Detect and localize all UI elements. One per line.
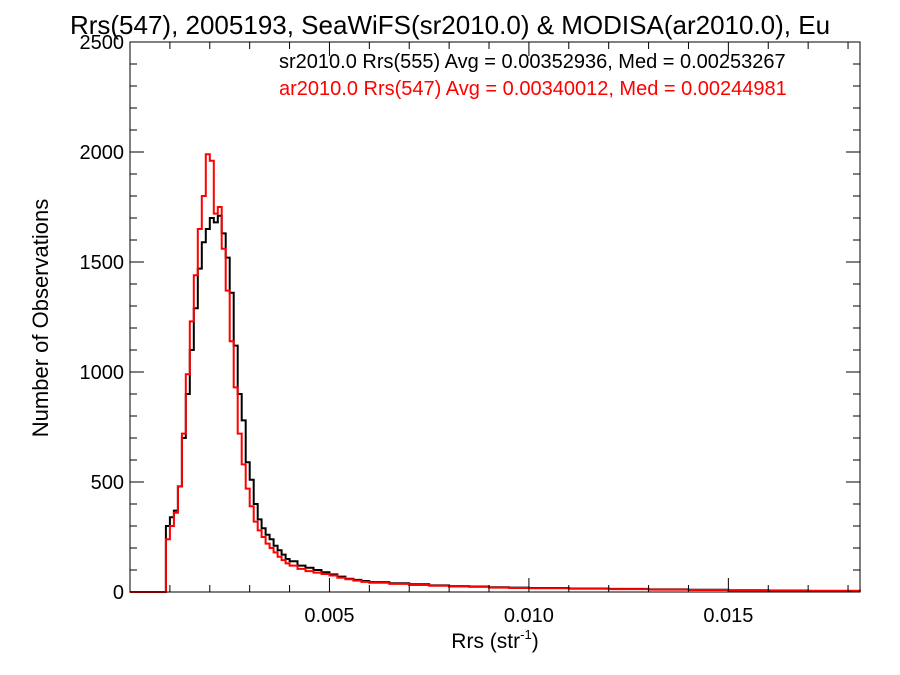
chart-marks (130, 153, 861, 593)
y-tick-label: 500 (91, 472, 124, 494)
y-tick-label: 2500 (80, 32, 125, 54)
x-tick-label: 0.010 (504, 605, 554, 627)
y-axis-label: Number of Observations (28, 199, 53, 437)
x-axis-label-main: Rrs (str (451, 630, 520, 653)
axis-ticks (130, 41, 860, 593)
x-axis-label-superscript: -1 (520, 627, 532, 642)
axis-tick-labels: 0.005 0.010 0.015 0 500 1000 1500 2000 2500 (80, 32, 754, 627)
plot-frame (129, 41, 861, 593)
series-red-histogram (130, 153, 861, 593)
x-axis-label-close: ) (532, 630, 539, 653)
x-axis-label: Rrs (str-1) (451, 627, 538, 653)
chart-title: Rrs(547), 2005193, SeaWiFS(sr2010.0) & M… (70, 10, 830, 40)
y-tick-label: 2000 (80, 142, 125, 164)
annotation-red-stats: ar2010.0 Rrs(547) Avg = 0.00340012, Med … (279, 78, 787, 100)
annotation-black-stats: sr2010.0 Rrs(555) Avg = 0.00352936, Med … (279, 51, 786, 73)
x-tick-label: 0.005 (304, 605, 354, 627)
x-tick-label: 0.015 (703, 605, 753, 627)
y-tick-label: 1500 (80, 252, 125, 274)
series-black-histogram (130, 214, 861, 593)
y-tick-label: 0 (113, 582, 124, 604)
y-tick-label: 1000 (80, 362, 125, 384)
